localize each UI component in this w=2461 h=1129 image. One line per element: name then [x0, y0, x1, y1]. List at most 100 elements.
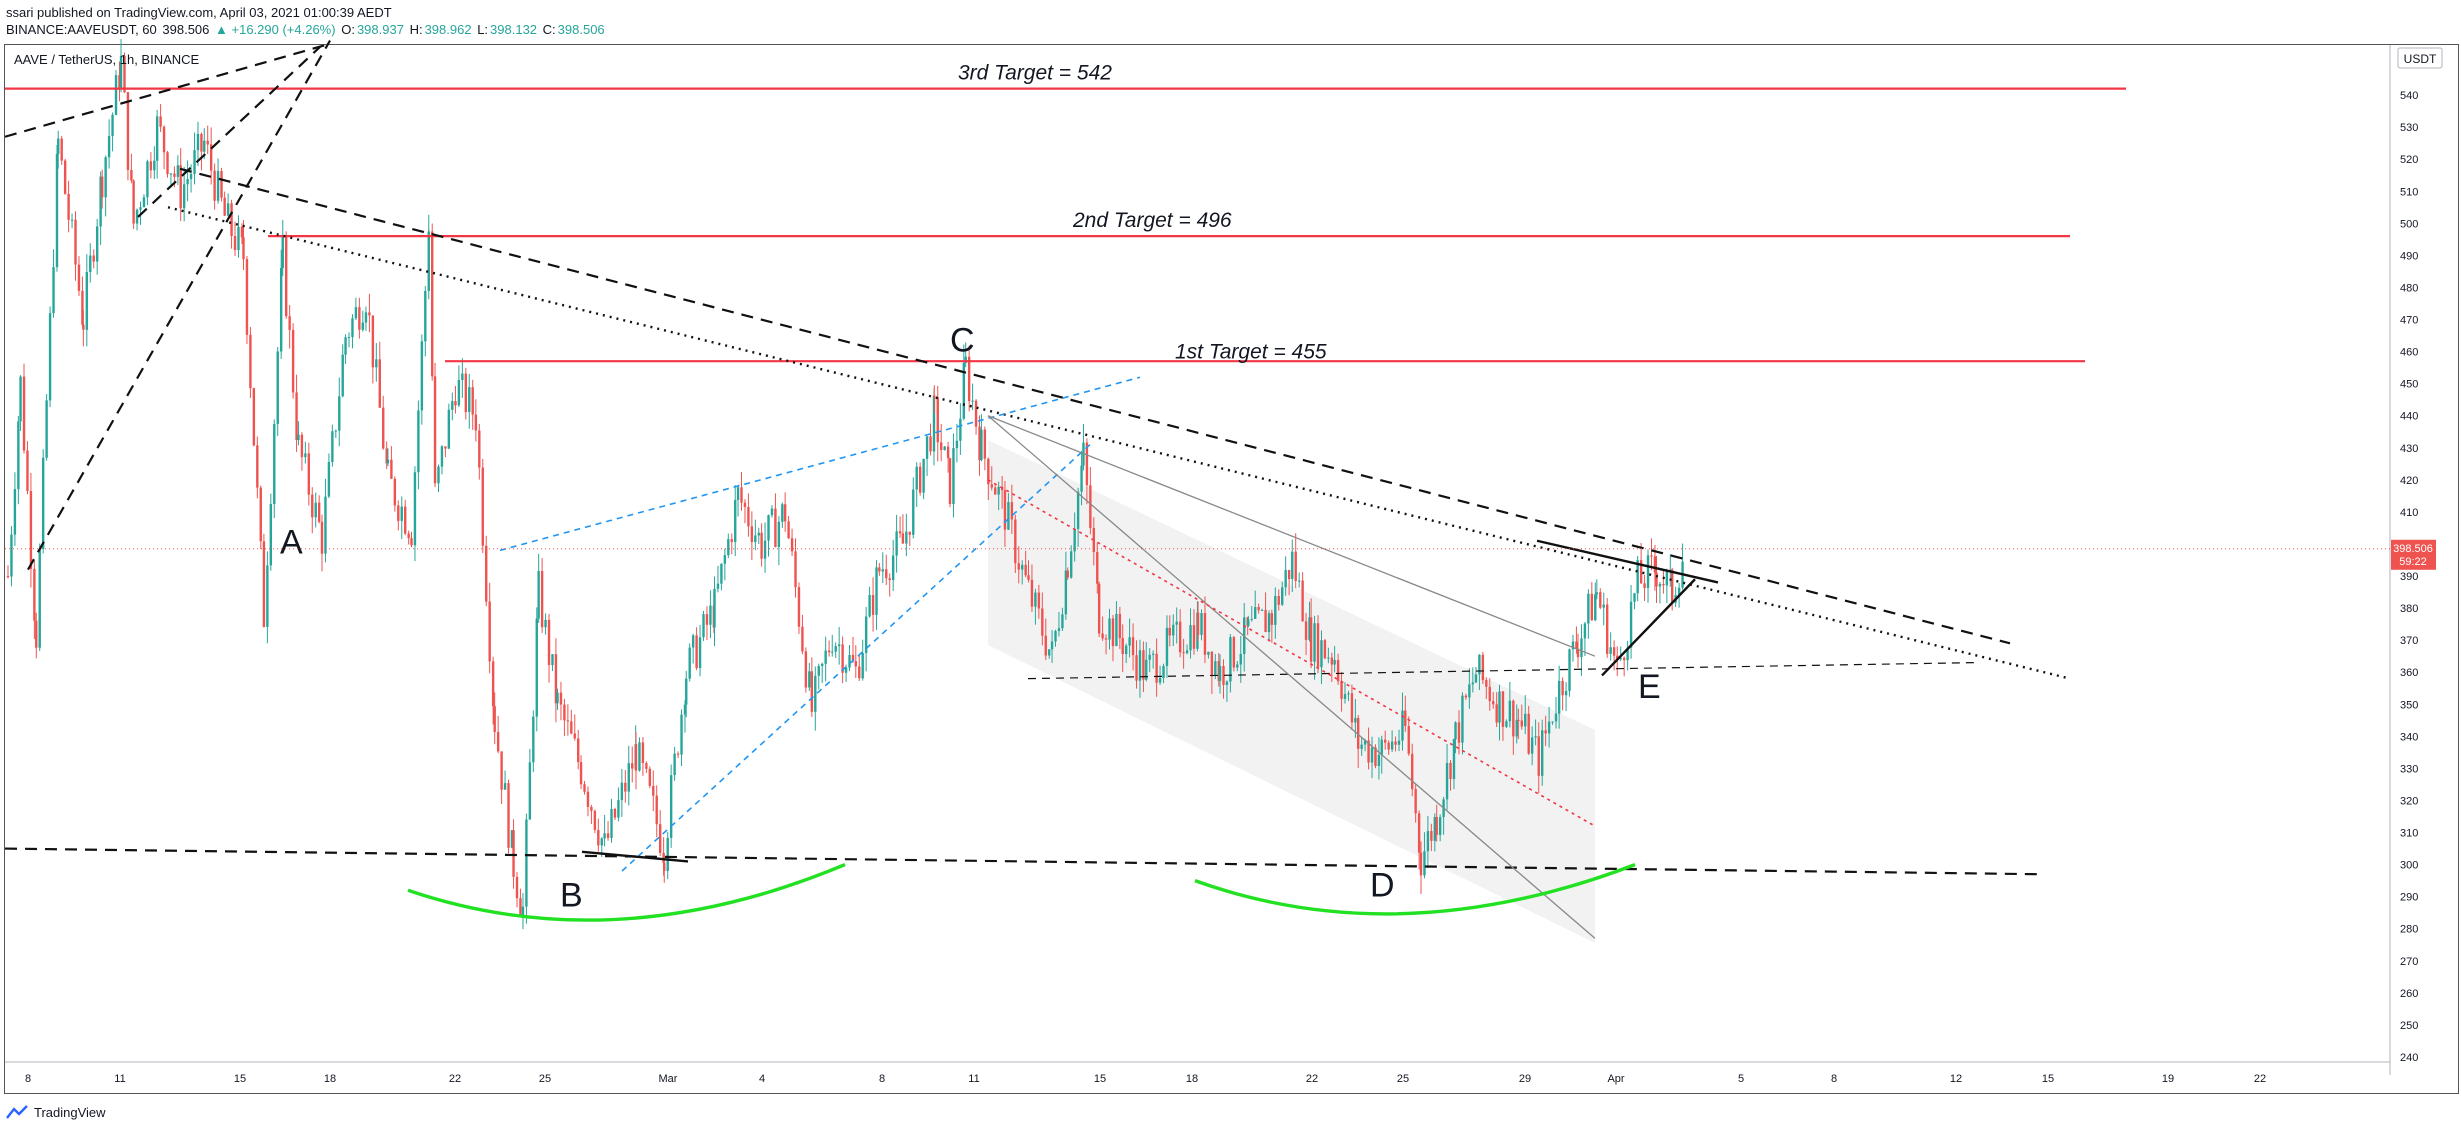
point-label: B — [560, 876, 583, 914]
candle-body — [547, 619, 551, 666]
candle-body — [324, 496, 327, 554]
candle-body — [1662, 584, 1665, 586]
time-tick-label: 8 — [879, 1073, 885, 1085]
target-label: 1st Target = 455 — [1175, 341, 1327, 364]
candle-body — [747, 506, 750, 527]
candle-body — [474, 414, 478, 431]
candle-body — [132, 180, 135, 224]
candle-body — [135, 209, 139, 224]
close-value: 398.506 — [557, 22, 605, 37]
candle-body — [279, 267, 283, 352]
candle-body — [378, 359, 381, 408]
price-tick-label: 370 — [2400, 635, 2418, 647]
candle-body — [393, 478, 397, 506]
time-tick-label: 18 — [1186, 1073, 1198, 1085]
candle-body — [964, 356, 967, 364]
candle-body — [114, 75, 118, 115]
candle-body — [471, 387, 474, 415]
candle-body — [655, 795, 658, 825]
candle-body — [1210, 651, 1214, 676]
chart-frame[interactable] — [4, 44, 2459, 1094]
candle-body — [1580, 638, 1583, 658]
candle-body — [727, 539, 730, 556]
candle-body — [905, 531, 908, 544]
candle-body — [237, 226, 240, 251]
candle-body — [943, 446, 946, 451]
candle-body — [240, 226, 244, 238]
candle-body — [1505, 721, 1508, 727]
candle-body — [67, 193, 70, 220]
candle-body — [1135, 655, 1138, 681]
candle-body — [1397, 740, 1401, 745]
candle-body — [1363, 740, 1367, 745]
candle-body — [17, 421, 20, 490]
candle-body — [932, 395, 936, 452]
candle-body — [166, 152, 169, 175]
candle-body — [1488, 686, 1491, 702]
candle-body — [1571, 641, 1575, 650]
candle-body — [918, 466, 922, 493]
candle-body — [794, 551, 797, 588]
price-tick-label: 340 — [2400, 731, 2418, 743]
candle-body — [266, 565, 269, 627]
candle-body — [173, 173, 176, 177]
candle-body — [1407, 725, 1410, 754]
left-cup-arc — [407, 863, 846, 922]
candle-body — [1274, 596, 1277, 625]
candle-body — [1155, 653, 1158, 683]
tradingview-logo-icon — [6, 1105, 28, 1119]
candle-body — [1478, 654, 1481, 675]
candle-body — [1320, 640, 1323, 668]
high-label: H: — [409, 22, 423, 37]
candle-body — [400, 506, 403, 521]
candle-body — [734, 499, 737, 542]
candle-body — [1096, 552, 1099, 584]
candle-body — [206, 140, 209, 145]
candle-body — [41, 457, 45, 549]
candle-body — [1481, 654, 1485, 681]
candle-body — [1423, 851, 1426, 876]
candle-body — [1115, 613, 1118, 647]
candle-body — [1534, 736, 1537, 738]
candle-body — [736, 487, 740, 500]
candle-body — [1172, 624, 1175, 636]
candle-body — [70, 219, 74, 221]
channel-midline — [987, 479, 1596, 827]
candle-body — [658, 824, 662, 853]
candle-body — [1037, 592, 1041, 609]
candle-body — [169, 173, 173, 175]
candle-body — [940, 442, 943, 451]
candle-body — [669, 775, 673, 838]
candle-body — [375, 359, 378, 368]
candle-body — [1551, 721, 1554, 723]
time-tick-label: 29 — [1519, 1073, 1531, 1085]
candle-body — [491, 661, 495, 707]
candle-body — [288, 316, 291, 330]
time-tick-label: 15 — [1094, 1073, 1106, 1085]
upper-wedge-line — [4, 42, 331, 138]
candle-body — [262, 541, 266, 627]
candle-body — [1377, 754, 1381, 767]
candle-body — [424, 290, 427, 342]
candle-body — [186, 179, 189, 185]
point-label: D — [1370, 867, 1395, 905]
time-tick-label: 8 — [25, 1073, 31, 1085]
candle-body — [952, 448, 955, 505]
candle-body — [1576, 648, 1580, 658]
candle-body — [881, 569, 885, 572]
time-tick-label: 11 — [968, 1073, 979, 1085]
footer-brand[interactable]: TradingView — [6, 1100, 106, 1124]
candle-body — [929, 436, 932, 452]
price-tick-label: 250 — [2400, 1020, 2418, 1032]
candle-body — [22, 376, 26, 451]
candle-body — [763, 540, 767, 559]
candle-body — [908, 531, 912, 535]
currency-badge[interactable] — [2397, 47, 2443, 69]
candle-body — [1390, 741, 1394, 750]
candle-body — [777, 521, 781, 547]
time-tick-label: 25 — [539, 1073, 551, 1085]
neckline-support — [4, 847, 2041, 876]
price-tick-label: 260 — [2400, 988, 2418, 1000]
